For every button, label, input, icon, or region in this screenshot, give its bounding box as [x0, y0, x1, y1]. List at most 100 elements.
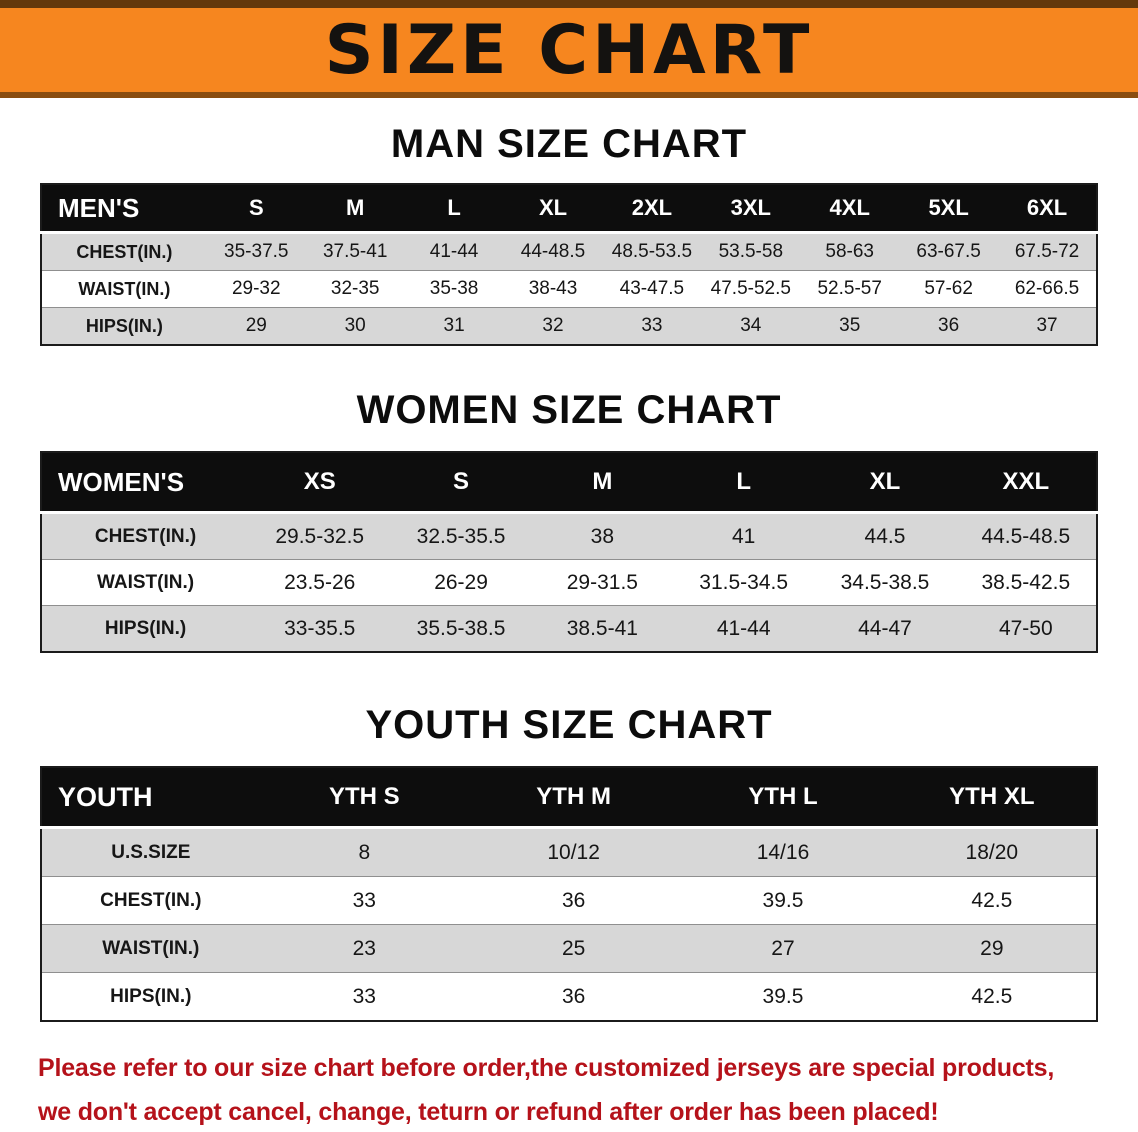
table-row: HIPS(IN.) 33 36 39.5 42.5 [41, 972, 1097, 1022]
youth-size-table: YOUTH YTH S YTH M YTH L YTH XL U.S.SIZE 8 10/12… [40, 766, 1098, 1022]
data-cell: 48.5-53.5 [602, 232, 702, 271]
youth-section-title: YOUTH SIZE CHART [365, 703, 773, 747]
data-cell: 38.5-42.5 [955, 559, 1097, 606]
data-cell: 29 [206, 307, 306, 346]
table-row: WAIST(IN.) 29-32 32-35 35-38 38-43 43-47.5 47.… [41, 270, 1097, 308]
data-cell: 31.5-34.5 [673, 559, 815, 606]
men-size-table: MEN'S S M L XL 2XL 3XL 4XL 5XL 6XL CHEST(IN.) 35-37… [40, 183, 1098, 346]
size-column-header: XXL [955, 452, 1097, 514]
size-column-header: 5XL [899, 184, 999, 234]
size-column-header: YTH XL [887, 767, 1097, 829]
data-cell: 30 [305, 307, 405, 346]
size-column-header: YTH S [259, 767, 469, 829]
row-label: U.S.SIZE [41, 827, 260, 877]
data-cell: 23 [259, 924, 469, 973]
data-cell: 32.5-35.5 [390, 512, 532, 560]
data-cell: 32-35 [305, 270, 405, 308]
row-label: HIPS(IN.) [41, 605, 250, 653]
data-cell: 37.5-41 [305, 232, 405, 271]
data-cell: 29 [887, 924, 1097, 973]
data-cell: 63-67.5 [899, 232, 999, 271]
size-column-header: S [206, 184, 306, 234]
data-cell: 27 [678, 924, 888, 973]
table-row: U.S.SIZE 8 10/12 14/16 18/20 [41, 827, 1097, 877]
data-cell: 44.5-48.5 [955, 512, 1097, 560]
size-column-header: 3XL [701, 184, 801, 234]
size-column-header: M [531, 452, 674, 514]
header-row: MEN'S S M L XL 2XL 3XL 4XL 5XL 6XL [41, 184, 1097, 234]
women-section-title: WOMEN SIZE CHART [356, 388, 782, 432]
youth-size-chart-section: YOUTH SIZE CHART YOUTH YTH S YTH M YTH L YTH… [0, 703, 1138, 1022]
data-cell: 8 [259, 827, 469, 877]
row-label: CHEST(IN.) [41, 232, 207, 271]
data-cell: 14/16 [678, 827, 888, 877]
data-cell: 29.5-32.5 [249, 512, 391, 560]
row-label: CHEST(IN.) [41, 876, 260, 925]
data-cell: 38 [531, 512, 674, 560]
row-label: WAIST(IN.) [41, 924, 260, 973]
row-label: HIPS(IN.) [41, 972, 260, 1022]
data-cell: 41-44 [673, 605, 815, 653]
data-cell: 39.5 [678, 876, 888, 925]
data-cell: 57-62 [899, 270, 999, 308]
data-cell: 33 [259, 876, 469, 925]
size-column-header: XL [503, 184, 603, 234]
data-cell: 47.5-52.5 [701, 270, 801, 308]
size-column-header: L [673, 452, 815, 514]
men-section-title: MAN SIZE CHART [390, 122, 748, 166]
data-cell: 42.5 [887, 876, 1097, 925]
data-cell: 44.5 [814, 512, 956, 560]
data-cell: 31 [404, 307, 504, 346]
data-cell: 41 [673, 512, 815, 560]
data-cell: 44-47 [814, 605, 956, 653]
data-cell: 52.5-57 [800, 270, 900, 308]
data-cell: 44-48.5 [503, 232, 603, 271]
notice-line-2: we don't accept cancel, change, teturn o… [38, 1097, 939, 1126]
data-cell: 29-31.5 [531, 559, 674, 606]
women-table: WOMEN'S XS S M L XL XXL CHEST(IN.) 29.5-32.5 32.5… [40, 451, 1098, 653]
table-row: CHEST(IN.) 35-37.5 37.5-41 41-44 44-48.5 48.5… [41, 232, 1097, 271]
data-cell: 38.5-41 [531, 605, 674, 653]
data-cell: 43-47.5 [602, 270, 702, 308]
notice-line-1: Please refer to our size chart before or… [38, 1054, 1055, 1082]
size-column-header: 4XL [800, 184, 900, 234]
size-column-header: 6XL [998, 184, 1097, 234]
size-column-header: YTH L [678, 767, 888, 829]
data-cell: 23.5-26 [249, 559, 391, 606]
page-title: SIZE CHART [324, 10, 814, 90]
data-cell: 39.5 [678, 972, 888, 1022]
data-cell: 10/12 [468, 827, 679, 877]
row-label: CHEST(IN.) [41, 512, 250, 560]
data-cell: 29-32 [206, 270, 306, 308]
size-column-header: XL [814, 452, 956, 514]
size-column-header: L [404, 184, 504, 234]
data-cell: 47-50 [955, 605, 1097, 653]
data-cell: 36 [899, 307, 999, 346]
table-title-cell: YOUTH [41, 767, 260, 829]
men-size-chart-section: MAN SIZE CHART MEN'S S M L XL 2XL 3XL 4XL 5XL 6XL… [0, 122, 1138, 346]
data-cell: 33 [259, 972, 469, 1022]
youth-table: YOUTH YTH S YTH M YTH L YTH XL U.S.SIZE 8 10/12… [40, 766, 1098, 1022]
data-cell: 34.5-38.5 [814, 559, 956, 606]
table-row: CHEST(IN.) 33 36 39.5 42.5 [41, 876, 1097, 925]
data-cell: 36 [468, 876, 679, 925]
data-cell: 34 [701, 307, 801, 346]
size-chart-banner: SIZE CHART [0, 0, 1138, 98]
size-column-header: M [305, 184, 405, 234]
size-column-header: YTH M [468, 767, 679, 829]
data-cell: 38-43 [503, 270, 603, 308]
women-size-table: WOMEN'S XS S M L XL XXL CHEST(IN.) 29.5-32.5 32.5… [40, 451, 1098, 653]
footer-notice: Please refer to our size chart before or… [0, 1050, 1138, 1131]
data-cell: 35-37.5 [206, 232, 306, 271]
size-column-header: S [390, 452, 532, 514]
data-cell: 26-29 [390, 559, 532, 606]
data-cell: 37 [998, 307, 1097, 346]
row-label: WAIST(IN.) [41, 559, 250, 606]
table-row: WAIST(IN.) 23 25 27 29 [41, 924, 1097, 973]
row-label: HIPS(IN.) [41, 307, 207, 346]
table-row: WAIST(IN.) 23.5-26 26-29 29-31.5 31.5-34.5 34… [41, 559, 1097, 606]
table-row: CHEST(IN.) 29.5-32.5 32.5-35.5 38 41 44.5 44.5… [41, 512, 1097, 560]
data-cell: 35-38 [404, 270, 504, 308]
data-cell: 35.5-38.5 [390, 605, 532, 653]
